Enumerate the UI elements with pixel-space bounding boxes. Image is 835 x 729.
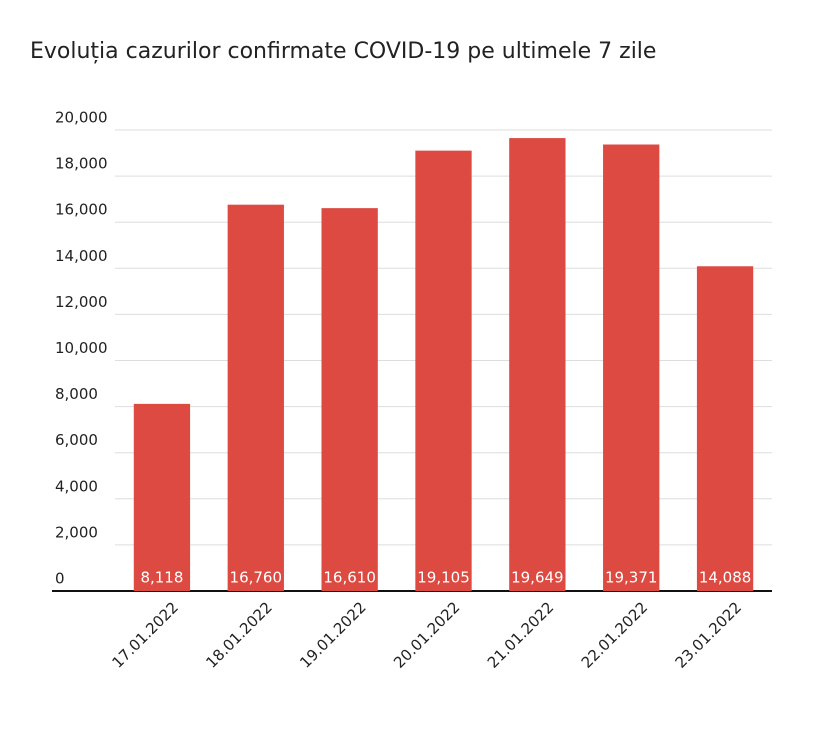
value-label: 16,760 xyxy=(230,569,283,587)
value-label: 19,105 xyxy=(417,569,470,587)
x-tick-label: 22.01.2022 xyxy=(578,598,651,671)
value-label: 8,118 xyxy=(140,569,183,587)
x-tick-label: 18.01.2022 xyxy=(202,598,275,671)
value-label: 19,649 xyxy=(511,569,564,587)
y-tick-label: 0 xyxy=(55,570,65,588)
x-tick-label: 17.01.2022 xyxy=(108,598,181,671)
x-tick-label: 19.01.2022 xyxy=(296,598,369,671)
bar xyxy=(415,150,472,591)
bar xyxy=(321,208,378,591)
value-label: 19,371 xyxy=(605,569,658,587)
y-tick-label: 2,000 xyxy=(55,523,98,541)
x-tick-label: 23.01.2022 xyxy=(672,598,745,671)
chart-title: Evoluția cazurilor confirmate COVID-19 p… xyxy=(30,39,656,64)
y-tick-label: 18,000 xyxy=(55,155,108,173)
y-tick-label: 16,000 xyxy=(55,201,108,219)
y-tick-label: 20,000 xyxy=(55,109,108,127)
bar xyxy=(133,403,191,591)
y-tick-label: 4,000 xyxy=(55,477,98,495)
y-tick-label: 10,000 xyxy=(55,339,108,357)
bar xyxy=(509,138,566,591)
bar xyxy=(696,266,754,591)
value-label: 14,088 xyxy=(699,569,752,587)
y-tick-label: 12,000 xyxy=(55,293,108,311)
x-tick-label: 21.01.2022 xyxy=(484,598,557,671)
bar xyxy=(227,204,284,591)
y-tick-label: 6,000 xyxy=(55,431,98,449)
bar xyxy=(603,144,660,591)
x-tick-label: 20.01.2022 xyxy=(390,598,463,671)
value-label: 16,610 xyxy=(323,569,376,587)
y-tick-label: 8,000 xyxy=(55,385,98,403)
y-tick-label: 14,000 xyxy=(55,247,108,265)
